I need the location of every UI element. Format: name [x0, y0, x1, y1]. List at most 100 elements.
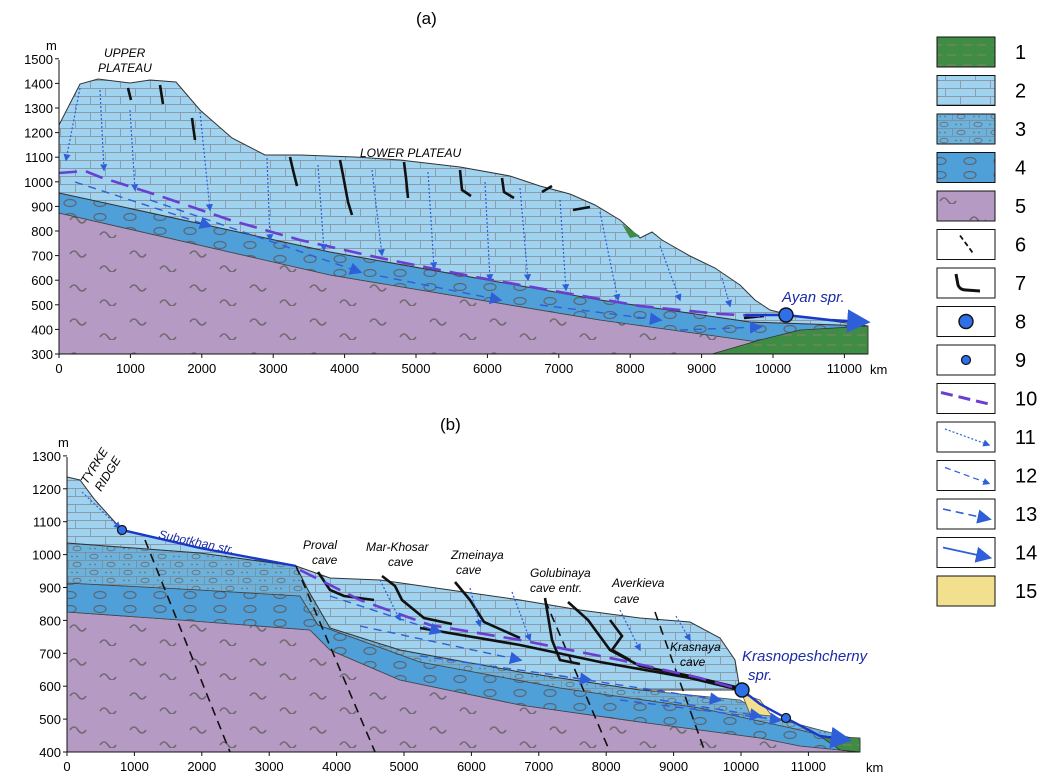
krasnaya-cave-sub: cave: [680, 655, 706, 669]
krasnopeshcherny-label-2: spr.: [748, 667, 772, 684]
legend-number: 10: [1015, 389, 1037, 411]
legend-swatch: [936, 575, 996, 607]
x-tick-label: 8000: [592, 759, 621, 774]
groundwater-flow-b: [329, 595, 783, 726]
fissure-flow-symbol: [944, 466, 991, 485]
panel-a-x-ticks: 0 1000 2000 3000 4000 5000 6000 7000 8000 9000 100…: [55, 354, 862, 376]
y-tick-label: 600: [31, 273, 53, 288]
panel-a-cross-section: Ayan spr. UPPER PLATEAU LOWER PLATEAU (a…: [24, 9, 887, 377]
infiltration-arrows-b: [81, 491, 691, 652]
legend-number: 5: [1015, 196, 1026, 218]
y-tick-label: 1300: [24, 101, 53, 116]
y-tick-label: 600: [39, 679, 61, 694]
y-tick-label: 1100: [33, 515, 61, 530]
x-tick-label: 9000: [687, 361, 716, 376]
y-tick-label: 700: [31, 249, 53, 264]
x-tick-label: 6000: [473, 361, 502, 376]
x-tick-label: 0: [63, 759, 70, 774]
ayan-spring-label: Ayan spr.: [781, 289, 845, 306]
proval-cave-sub: cave: [312, 553, 338, 567]
faults-b: [144, 539, 706, 753]
y-tick-label: 1200: [32, 482, 61, 497]
legend-swatch: [936, 190, 996, 222]
y-tick-label: 1200: [24, 126, 53, 141]
x-tick-label: 1000: [116, 361, 145, 376]
y-tick-label: 400: [39, 745, 61, 760]
x-tick-label: 11000: [827, 361, 862, 376]
y-tick-label: 500: [31, 298, 53, 313]
x-tick-label: 0: [55, 361, 62, 376]
x-tick-label: 3000: [255, 759, 284, 774]
x-tick-label: 8000: [616, 361, 645, 376]
panel-a-y-unit: m: [46, 38, 57, 53]
infiltration-arrows-a: [63, 87, 732, 308]
krasnopeshcherny-label-1: Krasnopeshcherny: [742, 648, 869, 665]
legend-swatch: [936, 267, 996, 299]
y-tick-label: 1000: [32, 548, 61, 563]
fault-symbol: [959, 234, 975, 256]
legend-swatch: [936, 152, 996, 183]
x-tick-label: 2000: [187, 759, 216, 774]
x-tick-label: 6000: [457, 759, 486, 774]
mar-khosar-cave-sub: cave: [388, 555, 414, 569]
small-spring-symbol: [960, 354, 972, 366]
legend-number: 6: [1015, 235, 1026, 257]
water-table-line: [58, 169, 761, 318]
groundwater-flow-a: [74, 181, 763, 334]
legend-swatch: [936, 460, 996, 491]
subotkhan-stream: [121, 528, 297, 568]
averkieva-cave-sub: cave: [614, 592, 640, 606]
panel-a-x-unit: km: [870, 362, 887, 377]
legend-number: 13: [1015, 504, 1037, 526]
x-tick-label: 4000: [322, 759, 351, 774]
legend-number: 9: [1015, 350, 1026, 372]
y-tick-label: 900: [31, 199, 53, 214]
ayan-spring-marker: [778, 307, 794, 323]
y-tick-label: 700: [39, 646, 61, 661]
upper-plateau-label-2: PLATEAU: [98, 61, 152, 75]
legend-number: 7: [1015, 273, 1026, 295]
y-tick-label: 900: [39, 581, 61, 596]
zmeinaya-cave-sub: cave: [456, 563, 482, 577]
y-tick-label: 1100: [25, 150, 53, 165]
cave-symbol: [954, 273, 981, 293]
legend-item-11: 11: [936, 421, 1036, 453]
y-tick-label: 1000: [24, 175, 53, 190]
legend-number: 11: [1015, 427, 1036, 449]
legend-swatch: [936, 75, 996, 106]
legend-number: 4: [1015, 158, 1026, 180]
legend-swatch: [936, 113, 996, 145]
averkieva-cave-label: Averkieva: [611, 576, 665, 590]
legend-swatch: [936, 498, 996, 530]
limestone-layer: [58, 78, 869, 327]
panel-b-x-ticks: 0 1000 2000 3000 4000 5000 6000 7000 8000 9000 100…: [63, 752, 826, 774]
upper-plateau-label-1: UPPER: [104, 46, 146, 60]
legend-item-6: 6: [936, 229, 1026, 260]
panel-b-label: (b): [440, 415, 461, 434]
green-small-patch: [622, 224, 640, 238]
proval-cave-label: Proval: [303, 538, 337, 552]
y-tick-label: 1400: [24, 76, 53, 91]
x-tick-label: 11000: [791, 759, 826, 774]
large-spring-symbol: [958, 313, 974, 330]
legend-item-10: 10: [936, 383, 1037, 414]
panel-b-y-unit: m: [58, 435, 69, 450]
y-tick-label: 1500: [24, 52, 53, 67]
legend-item-15: 15: [936, 575, 1037, 607]
legend-item-9: 9: [936, 344, 1026, 376]
legend-swatch: [936, 421, 996, 453]
legend-item-3: 3: [936, 113, 1026, 145]
x-tick-label: 7000: [524, 759, 553, 774]
legend-number: 2: [1015, 81, 1026, 103]
y-tick-label: 800: [31, 224, 53, 239]
y-tick-label: 800: [39, 613, 61, 628]
panel-b-y-ticks: 400 500 600 700 800 900 1000 1100 1200 1300: [32, 449, 67, 760]
krasnaya-cave-label: Krasnaya: [670, 640, 721, 654]
water-table-symbol: [940, 391, 992, 406]
water-table-line-b: [299, 568, 743, 692]
legend-item-13: 13: [936, 498, 1037, 530]
panel-a-label: (a): [416, 9, 437, 28]
legend-number: 1: [1015, 42, 1026, 64]
